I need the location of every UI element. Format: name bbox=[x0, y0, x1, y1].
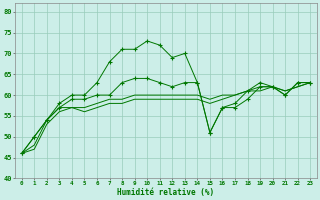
X-axis label: Humidité relative (%): Humidité relative (%) bbox=[117, 188, 214, 197]
